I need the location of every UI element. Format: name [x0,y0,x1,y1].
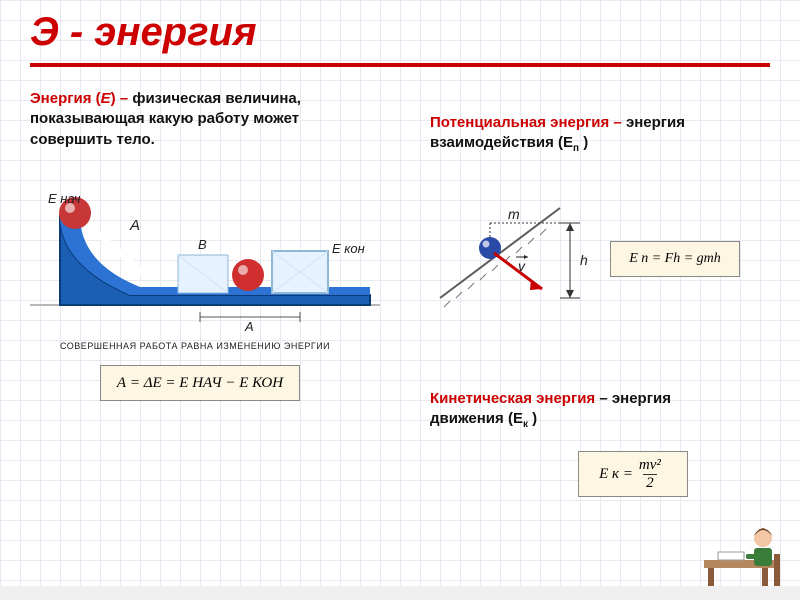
svg-text:Е кон: Е кон [332,241,365,256]
svg-text:v: v [518,258,526,274]
term-kinetic: Кинетическая энергия [430,390,595,407]
svg-text:h: h [580,252,588,268]
svg-text:B: B [198,237,207,252]
definition-energy: Энергия (Е) – физическая величина, показ… [30,89,360,150]
formula-kinetic: Е к = mv² 2 [578,451,688,497]
term-potential: Потенциальная энергия – [430,114,622,131]
diagram-work-energy: Е нач A B Е кон A [20,175,390,335]
footer-bar [0,586,800,600]
formula-potential: Е п = Fh = gmh [610,241,740,277]
student-illustration [700,514,790,594]
term-energy: Энергия (Е) – [30,90,132,107]
diagram-left-caption: СОВЕРШЕННАЯ РАБОТА РАВНА ИЗМЕНЕНИЮ ЭНЕРГ… [60,341,330,351]
svg-text:Е нач: Е нач [48,191,81,206]
formula-work-energy: А = ΔЕ = Е НАЧ − Е КОН [100,365,300,401]
page-title: Э - энергия [30,10,770,55]
title-underline [30,63,770,67]
definition-kinetic: Кинетическая энергия – энергия движения … [430,389,730,432]
svg-text:m: m [508,206,520,222]
diagram-potential-energy: m v h [430,193,600,313]
definition-potential: Потенциальная энергия – энергия взаимоде… [430,113,730,156]
svg-text:A: A [244,319,254,334]
svg-text:A: A [129,217,140,234]
